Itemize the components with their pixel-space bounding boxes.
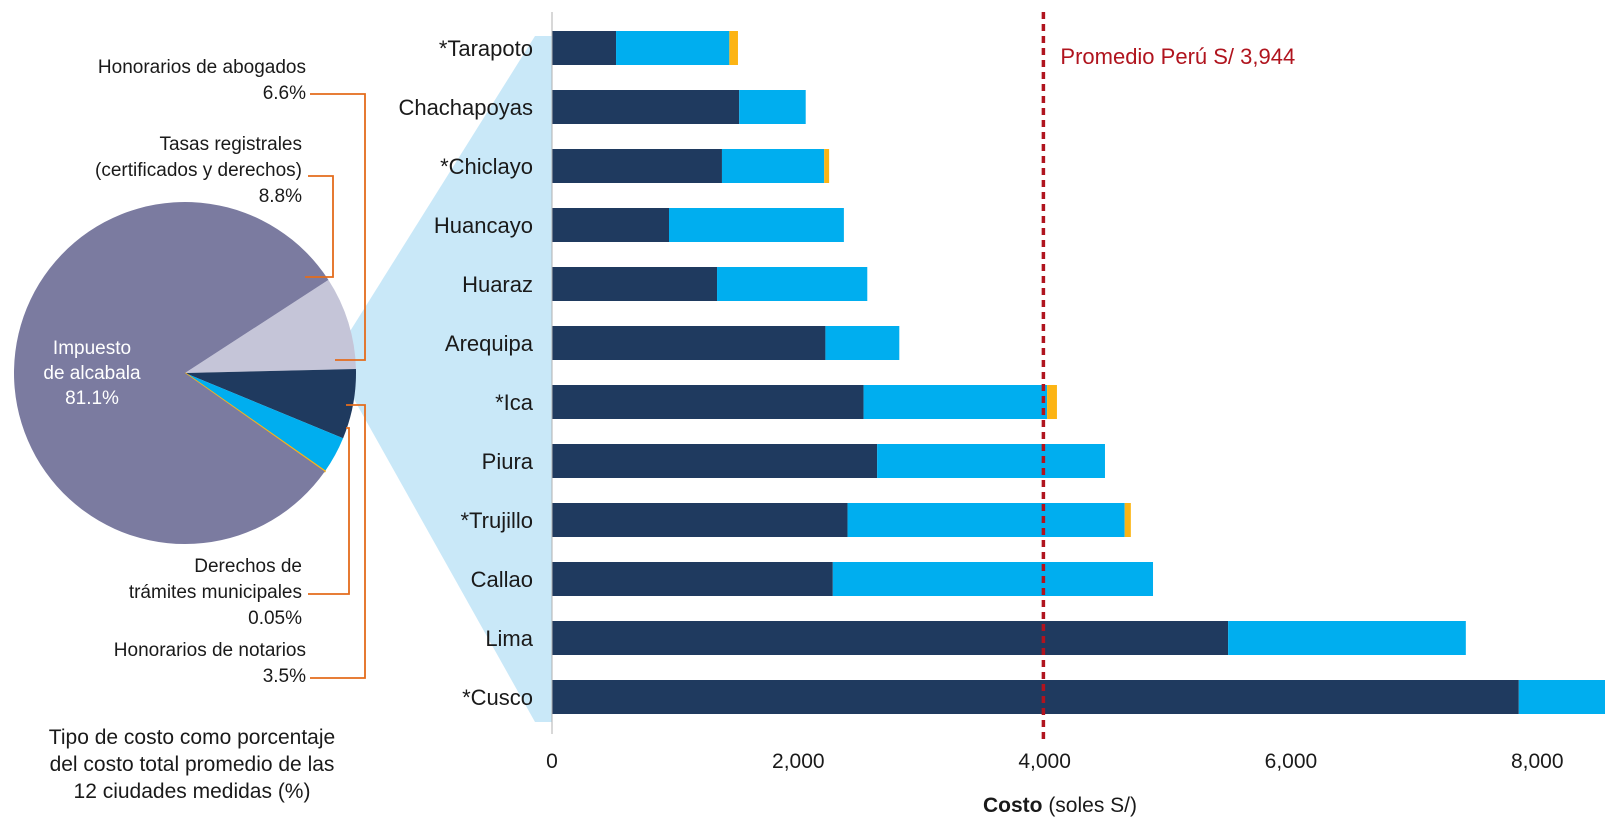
x-tick-label: 2,000 bbox=[772, 750, 825, 773]
bar-segment-honorarios_notarios bbox=[1518, 680, 1605, 714]
category-label: *Trujillo bbox=[460, 508, 533, 533]
pie-slice-abogados bbox=[185, 369, 356, 439]
bar-segment-honorarios_notarios bbox=[739, 90, 806, 124]
pie-slice-tasas bbox=[185, 279, 356, 373]
bar-segment-honorarios_notarios bbox=[863, 385, 1048, 419]
bar-segment-impuesto_alcabala bbox=[552, 31, 617, 65]
category-label: Arequipa bbox=[445, 331, 534, 356]
leader-line-tasas bbox=[305, 175, 334, 278]
leader-line-derechos bbox=[308, 427, 350, 595]
bar-segment-honorarios_notarios bbox=[721, 149, 825, 183]
category-label: Piura bbox=[482, 449, 534, 474]
leader-line-abogados bbox=[310, 93, 366, 361]
pie-label-tasas: Tasas registrales (certificados y derecho… bbox=[95, 134, 302, 207]
bar-segment-impuesto_alcabala bbox=[552, 149, 722, 183]
average-line-group: Promedio Perú S/ 3,944 bbox=[1041, 12, 1295, 740]
bar-segment-impuesto_alcabala bbox=[552, 385, 864, 419]
leader-line-notarios bbox=[310, 404, 366, 679]
pie-slice-derechos bbox=[184, 372, 327, 473]
zoom-wedge bbox=[332, 36, 552, 722]
pie-label-abogados: Honorarios de abogados 6.6% bbox=[98, 57, 306, 104]
category-label: *Ica bbox=[495, 390, 534, 415]
pie-label-notarios: Honorarios de notarios 3.5% bbox=[114, 640, 306, 687]
bar-segment-honorarios_notarios bbox=[717, 267, 868, 301]
average-label: Promedio Perú S/ 3,944 bbox=[1060, 44, 1295, 69]
bar-segment-impuesto_alcabala bbox=[552, 208, 669, 242]
bar-chart: *Tarapoto Chachapoyas *Chiclayo Huancayo Hua… bbox=[398, 31, 1605, 714]
pie-slice-notarios bbox=[185, 373, 344, 472]
x-tick-label: 6,000 bbox=[1265, 750, 1318, 773]
bar-segment-tasas_registrales bbox=[729, 31, 738, 65]
category-label: Lima bbox=[485, 626, 533, 651]
bar-segment-impuesto_alcabala bbox=[552, 562, 833, 596]
pie-label-derechos: Derechos de trámites municipales 0.05% bbox=[129, 556, 302, 629]
bar-segment-tasas_registrales bbox=[1124, 503, 1131, 537]
category-label: Callao bbox=[471, 567, 533, 592]
bar-segment-impuesto_alcabala bbox=[552, 267, 718, 301]
bar-segment-impuesto_alcabala bbox=[552, 326, 826, 360]
bar-segment-honorarios_notarios bbox=[616, 31, 730, 65]
bar-segment-tasas_registrales bbox=[1047, 385, 1057, 419]
bar-segment-honorarios_notarios bbox=[832, 562, 1154, 596]
bar-segment-impuesto_alcabala bbox=[552, 503, 848, 537]
x-tick-label: 0 bbox=[546, 750, 558, 773]
pie-chart bbox=[13, 202, 356, 544]
pie-label-alcabala: Impuesto de alcabala 81.1% bbox=[43, 338, 141, 409]
pie-slice-alcabala bbox=[13, 202, 329, 544]
category-label: *Cusco bbox=[462, 685, 533, 710]
bar-segment-honorarios_notarios bbox=[825, 326, 900, 360]
bar-segment-impuesto_alcabala bbox=[552, 621, 1229, 655]
x-tick-label: 8,000 bbox=[1511, 750, 1564, 773]
zoom-wedge-shape bbox=[332, 36, 552, 722]
x-axis-label: Costo (soles S/) bbox=[983, 794, 1137, 817]
bar-segment-impuesto_alcabala bbox=[552, 90, 740, 124]
bar-segment-honorarios_notarios bbox=[669, 208, 844, 242]
bar-segment-honorarios_notarios bbox=[877, 444, 1105, 478]
x-axis: 0 2,000 4,000 6,000 8,000 Costo (soles S/) bbox=[546, 12, 1564, 817]
bar-segment-impuesto_alcabala bbox=[552, 680, 1519, 714]
category-label: *Chiclayo bbox=[440, 154, 533, 179]
category-label: Huaraz bbox=[462, 272, 533, 297]
category-label: Chachapoyas bbox=[398, 95, 533, 120]
bar-segment-tasas_registrales bbox=[824, 149, 830, 183]
bar-segment-honorarios_notarios bbox=[847, 503, 1125, 537]
x-tick-label: 4,000 bbox=[1018, 750, 1071, 773]
category-label: *Tarapoto bbox=[439, 36, 533, 61]
bar-segment-honorarios_notarios bbox=[1228, 621, 1466, 655]
pie-caption: Tipo de costo como porcentaje del costo t… bbox=[49, 726, 335, 803]
bar-segment-impuesto_alcabala bbox=[552, 444, 878, 478]
pie-labels: Impuesto de alcabala 81.1% Honorarios de ab… bbox=[43, 57, 366, 687]
category-label: Huancayo bbox=[434, 213, 533, 238]
